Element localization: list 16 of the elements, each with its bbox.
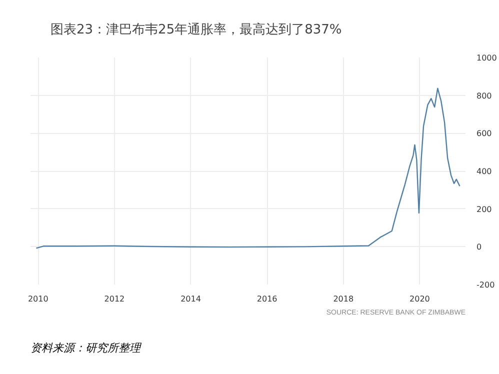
y-tick-label: -200 <box>476 280 495 290</box>
y-tick-label: 400 <box>476 167 492 176</box>
y-tick-label: 1000 <box>476 54 497 62</box>
y-tick-label: 600 <box>476 129 492 138</box>
y-tick-label: 200 <box>476 204 492 214</box>
x-tick-label: 2020 <box>410 294 430 304</box>
text: 资料来源：研究所整理 <box>30 342 142 354</box>
x-tick-label: 2014 <box>180 294 201 304</box>
chart-title: 图表23：津巴布韦25年通胀率，最高达到了837% <box>50 22 342 38</box>
x-tick-label: 2016 <box>256 294 278 304</box>
x-tick-label: 2018 <box>333 294 354 304</box>
y-tick-label: 0 <box>476 242 482 252</box>
x-tick-label: 2012 <box>104 294 125 304</box>
y-tick-label: 800 <box>476 91 492 100</box>
x-tick-label: 2010 <box>28 294 48 304</box>
line-series <box>36 88 460 249</box>
